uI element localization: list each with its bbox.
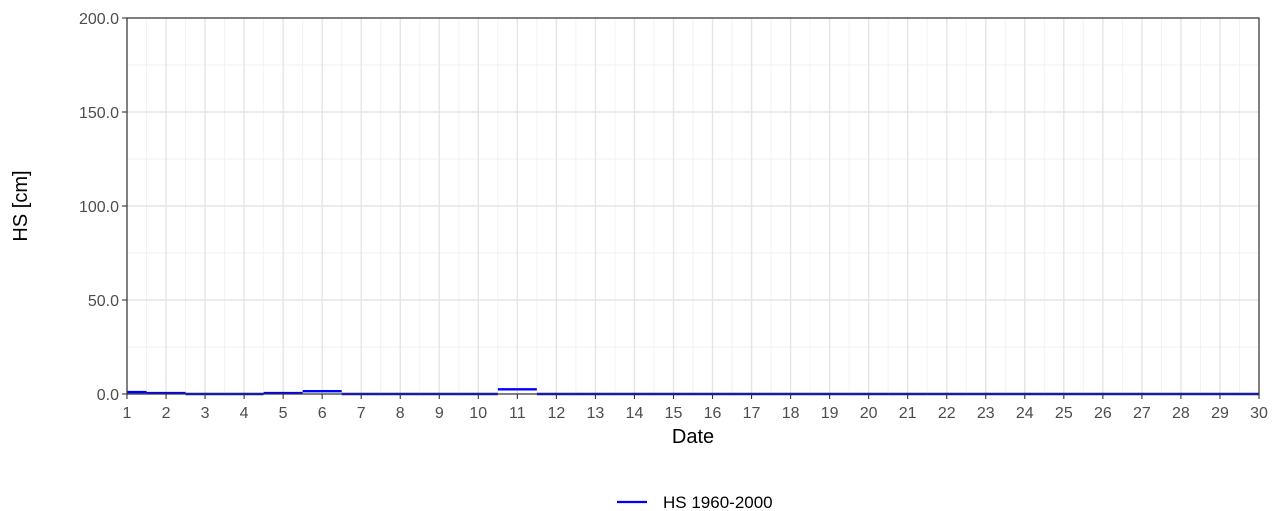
x-tick-label: 18 — [782, 405, 800, 422]
x-tick-label: 9 — [435, 405, 444, 422]
x-tick-label: 13 — [587, 405, 605, 422]
x-tick-label: 1 — [123, 405, 132, 422]
x-tick-label: 6 — [318, 405, 327, 422]
x-tick-label: 17 — [743, 405, 761, 422]
x-tick-label: 10 — [469, 405, 487, 422]
x-tick-label: 11 — [509, 405, 526, 422]
x-tick-label: 4 — [240, 405, 249, 422]
x-tick-label: 16 — [704, 405, 722, 422]
x-tick-label: 27 — [1133, 405, 1151, 422]
x-tick-label: 24 — [1016, 405, 1034, 422]
x-axis-title: Date — [672, 426, 714, 448]
x-tick-label: 8 — [396, 405, 405, 422]
x-tick-label: 23 — [977, 405, 995, 422]
x-tick-label: 2 — [162, 405, 171, 422]
x-tick-label: 14 — [626, 405, 644, 422]
x-tick-label: 29 — [1211, 405, 1229, 422]
y-tick-label: 200.0 — [79, 11, 119, 28]
x-tick-label: 30 — [1250, 405, 1268, 422]
x-tick-label: 7 — [357, 405, 366, 422]
x-axis: 1 2 3 4 5 6 7 8 9 10 11 12 13 14 15 16 17 18 19 20 21 22 23 24 2… — [123, 394, 1268, 422]
x-tick-label: 21 — [899, 405, 917, 422]
x-tick-label: 22 — [938, 405, 956, 422]
y-axis: 0.0 50.0 100.0 150.0 200.0 — [79, 11, 127, 404]
x-tick-label: 5 — [279, 405, 288, 422]
y-tick-label: 150.0 — [79, 105, 119, 122]
x-tick-label: 3 — [201, 405, 210, 422]
y-tick-label: 50.0 — [88, 293, 119, 310]
x-tick-label: 28 — [1172, 405, 1190, 422]
x-tick-label: 26 — [1094, 405, 1112, 422]
x-tick-label: 15 — [665, 405, 683, 422]
legend: HS 1960-2000 — [617, 493, 773, 511]
y-axis-title: HS [cm] — [10, 170, 32, 241]
x-tick-label: 19 — [821, 405, 839, 422]
x-tick-label: 25 — [1055, 405, 1073, 422]
x-tick-label: 20 — [860, 405, 878, 422]
y-tick-label: 100.0 — [79, 199, 119, 216]
y-tick-label: 0.0 — [97, 387, 119, 404]
legend-label: HS 1960-2000 — [663, 493, 773, 511]
x-tick-label: 12 — [547, 405, 565, 422]
